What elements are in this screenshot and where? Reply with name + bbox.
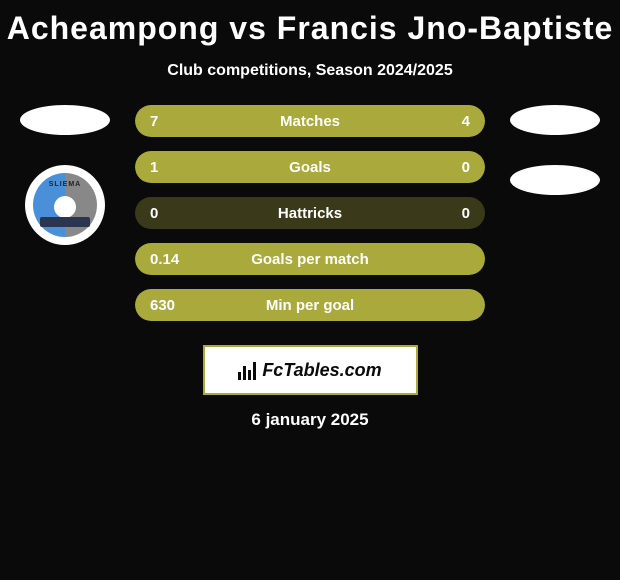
bar-left (135, 151, 398, 183)
stat-label: Goals per match (251, 251, 369, 268)
page-title: Acheampong vs Francis Jno-Baptiste (0, 10, 620, 47)
player-avatar-left (20, 105, 110, 135)
stat-left-value: 0.14 (150, 251, 179, 268)
stat-row: 0 Hattricks 0 (135, 197, 485, 229)
stat-label: Matches (280, 113, 340, 130)
stat-right-value: 0 (462, 159, 470, 176)
branding-text: FcTables.com (262, 360, 381, 381)
bar-right (398, 151, 486, 183)
branding-box[interactable]: FcTables.com (203, 345, 418, 395)
date-label: 6 january 2025 (0, 410, 620, 430)
left-player-column: SLIEMA (10, 105, 120, 245)
club-badge-left: SLIEMA (25, 165, 105, 245)
stat-row: 0.14 Goals per match (135, 243, 485, 275)
stat-right-value: 4 (462, 113, 470, 130)
badge-inner: SLIEMA (33, 173, 97, 237)
stats-comparison-widget: Acheampong vs Francis Jno-Baptiste Club … (0, 0, 620, 440)
club-badge-right-placeholder (510, 165, 600, 195)
badge-text: SLIEMA (49, 181, 81, 188)
stat-right-value: 0 (462, 205, 470, 222)
stats-column: 7 Matches 4 1 Goals 0 0 Hattricks 0 0.14 Goals per… (120, 105, 500, 335)
stat-label: Min per goal (266, 297, 354, 314)
chart-icon (238, 360, 258, 380)
stat-row: 7 Matches 4 (135, 105, 485, 137)
right-player-column (500, 105, 610, 225)
stat-row: 630 Min per goal (135, 289, 485, 321)
stat-label: Goals (289, 159, 331, 176)
stat-left-value: 1 (150, 159, 158, 176)
stat-left-value: 0 (150, 205, 158, 222)
player-avatar-right (510, 105, 600, 135)
stat-label: Hattricks (278, 205, 342, 222)
content-area: SLIEMA 7 Matches 4 1 Goals 0 0 Hattricks 0 0.14 Go… (0, 105, 620, 335)
stat-row: 1 Goals 0 (135, 151, 485, 183)
stat-left-value: 7 (150, 113, 158, 130)
ball-icon (54, 196, 76, 218)
subtitle: Club competitions, Season 2024/2025 (0, 62, 620, 80)
badge-ribbon (40, 217, 90, 227)
stat-left-value: 630 (150, 297, 175, 314)
